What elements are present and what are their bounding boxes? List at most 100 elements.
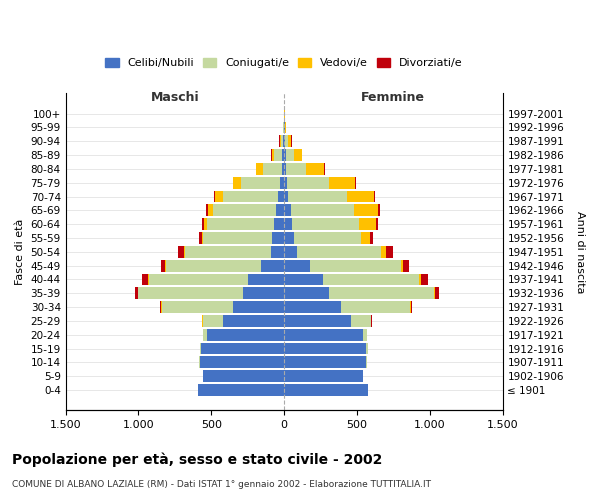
Bar	[207, 329, 284, 340]
Bar	[241, 177, 280, 188]
Bar	[185, 246, 271, 258]
Bar	[233, 301, 284, 313]
Bar	[351, 315, 371, 327]
Bar	[434, 288, 435, 299]
Text: Femmine: Femmine	[361, 91, 425, 104]
Bar	[355, 177, 356, 188]
Bar	[284, 342, 367, 354]
Text: COMUNE DI ALBANO LAZIALE (RM) - Dati ISTAT 1° gennaio 2002 - Elaborazione TUTTIT: COMUNE DI ALBANO LAZIALE (RM) - Dati IST…	[12, 480, 431, 489]
Bar	[202, 218, 204, 230]
Bar	[161, 260, 165, 272]
Bar	[199, 232, 202, 244]
Bar	[223, 315, 284, 327]
Bar	[284, 246, 297, 258]
Bar	[370, 232, 373, 244]
Bar	[142, 274, 148, 285]
Bar	[284, 370, 363, 382]
Bar	[261, 260, 284, 272]
Bar	[288, 136, 292, 147]
Bar	[203, 329, 207, 340]
Bar	[286, 149, 293, 161]
Bar	[341, 301, 410, 313]
Text: Maschi: Maschi	[151, 91, 199, 104]
Bar	[374, 190, 376, 202]
Bar	[284, 177, 287, 188]
Bar	[263, 163, 282, 175]
Bar	[284, 204, 290, 216]
Bar	[284, 218, 292, 230]
Bar	[359, 218, 376, 230]
Bar	[292, 218, 359, 230]
Bar	[284, 136, 285, 147]
Bar	[293, 149, 302, 161]
Bar	[410, 301, 412, 313]
Bar	[421, 274, 428, 285]
Bar	[203, 370, 284, 382]
Bar	[162, 301, 233, 313]
Bar	[272, 232, 284, 244]
Y-axis label: Anni di nascita: Anni di nascita	[575, 210, 585, 293]
Bar	[364, 329, 367, 340]
Bar	[284, 288, 329, 299]
Y-axis label: Fasce di età: Fasce di età	[15, 218, 25, 285]
Bar	[202, 232, 203, 244]
Bar	[354, 204, 378, 216]
Bar	[198, 384, 284, 396]
Legend: Celibi/Nubili, Coniugati/e, Vedovi/e, Divorziati/e: Celibi/Nubili, Coniugati/e, Vedovi/e, Di…	[102, 54, 466, 72]
Bar	[184, 246, 185, 258]
Bar	[200, 356, 284, 368]
Bar	[329, 288, 434, 299]
Bar	[310, 260, 401, 272]
Bar	[278, 190, 284, 202]
Bar	[280, 177, 284, 188]
Bar	[280, 136, 281, 147]
Bar	[371, 315, 372, 327]
Text: Popolazione per età, sesso e stato civile - 2002: Popolazione per età, sesso e stato civil…	[12, 452, 382, 467]
Bar	[284, 356, 367, 368]
Bar	[306, 163, 325, 175]
Bar	[206, 204, 208, 216]
Bar	[160, 301, 161, 313]
Bar	[248, 274, 284, 285]
Bar	[283, 149, 284, 161]
Bar	[272, 149, 274, 161]
Bar	[289, 190, 347, 202]
Bar	[284, 232, 295, 244]
Bar	[347, 190, 374, 202]
Bar	[178, 246, 184, 258]
Bar	[282, 163, 284, 175]
Bar	[203, 232, 272, 244]
Bar	[283, 136, 284, 147]
Bar	[203, 315, 223, 327]
Bar	[329, 177, 355, 188]
Bar	[284, 315, 351, 327]
Bar	[284, 122, 286, 134]
Bar	[284, 384, 368, 396]
Bar	[139, 288, 244, 299]
Bar	[281, 136, 283, 147]
Bar	[376, 218, 379, 230]
Bar	[223, 190, 278, 202]
Bar	[401, 260, 403, 272]
Bar	[285, 136, 288, 147]
Bar	[207, 218, 274, 230]
Bar	[201, 342, 284, 354]
Bar	[271, 246, 284, 258]
Bar	[274, 149, 283, 161]
Bar	[233, 177, 241, 188]
Bar	[378, 204, 380, 216]
Bar	[200, 342, 201, 354]
Bar	[284, 190, 289, 202]
Bar	[435, 288, 439, 299]
Bar	[135, 288, 138, 299]
Bar	[284, 149, 286, 161]
Bar	[419, 274, 421, 285]
Bar	[403, 260, 409, 272]
Bar	[166, 260, 261, 272]
Bar	[297, 246, 381, 258]
Bar	[214, 190, 215, 202]
Bar	[214, 204, 276, 216]
Bar	[290, 204, 354, 216]
Bar	[323, 274, 419, 285]
Bar	[244, 288, 284, 299]
